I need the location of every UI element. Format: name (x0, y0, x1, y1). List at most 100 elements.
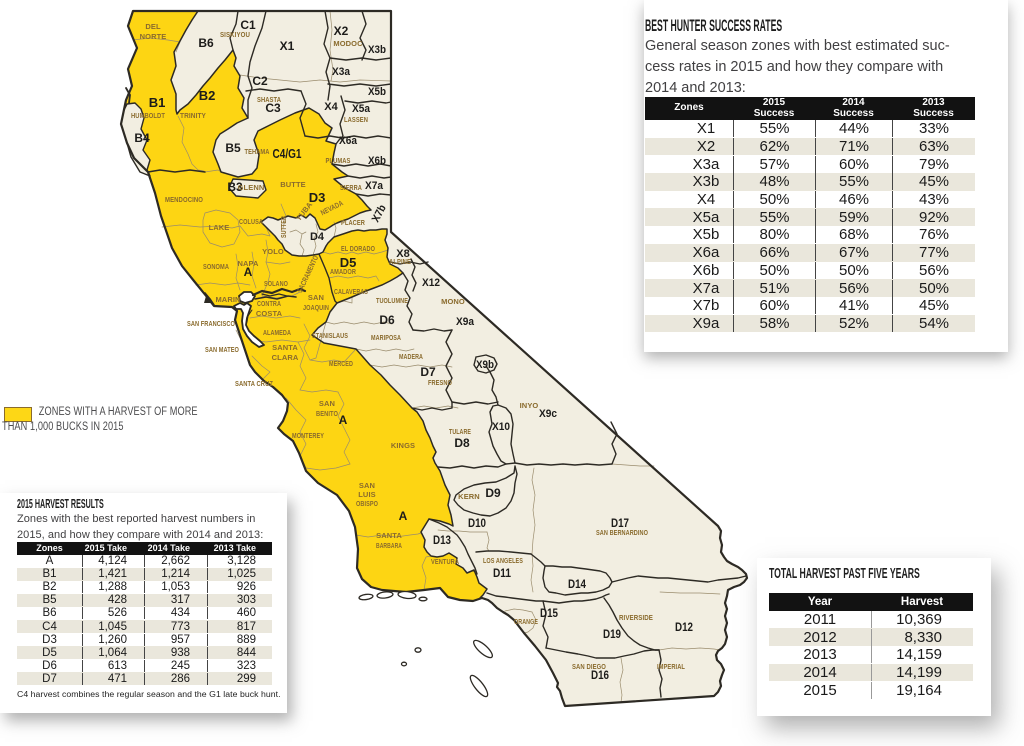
svg-text:X8: X8 (396, 248, 409, 260)
svg-text:B5: B5 (225, 141, 241, 155)
svg-text:D10: D10 (468, 516, 486, 530)
svg-text:X6a: X6a (339, 135, 358, 147)
svg-text:X1: X1 (280, 39, 295, 53)
svg-text:D15: D15 (540, 606, 558, 620)
svg-text:D17: D17 (611, 516, 629, 530)
svg-text:SUTTER: SUTTER (279, 216, 288, 238)
svg-text:X2: X2 (334, 24, 349, 38)
svg-text:EL DORADO: EL DORADO (341, 244, 375, 253)
svg-text:SAN: SAN (319, 399, 335, 408)
svg-text:DEL: DEL (145, 22, 161, 31)
svg-text:HUMBOLDT: HUMBOLDT (131, 111, 165, 120)
svg-text:D13: D13 (433, 533, 451, 547)
svg-text:B3: B3 (227, 180, 243, 194)
svg-text:PLUMAS: PLUMAS (326, 156, 351, 165)
svg-text:X12: X12 (422, 277, 440, 289)
svg-text:BARBARA: BARBARA (376, 541, 402, 550)
svg-text:IMPERIAL: IMPERIAL (657, 662, 685, 671)
svg-text:TEHAMA: TEHAMA (245, 147, 270, 156)
svg-text:MADERA: MADERA (399, 352, 423, 361)
svg-text:X4: X4 (324, 101, 338, 113)
svg-text:B6: B6 (198, 36, 214, 50)
svg-text:LASSEN: LASSEN (344, 115, 368, 124)
svg-text:D14: D14 (568, 577, 586, 591)
svg-text:X9b: X9b (476, 359, 494, 371)
svg-text:X3b: X3b (368, 44, 386, 56)
svg-text:C1: C1 (240, 18, 256, 32)
svg-text:C4/G1: C4/G1 (273, 146, 302, 161)
svg-text:MARIN: MARIN (215, 295, 240, 304)
svg-text:D4: D4 (310, 231, 325, 243)
svg-text:SIERRA: SIERRA (340, 183, 362, 192)
svg-text:SHASTA: SHASTA (257, 95, 281, 104)
svg-text:CALAVERAS: CALAVERAS (334, 287, 368, 296)
svg-text:YOLO: YOLO (262, 247, 284, 256)
svg-text:STANISLAUS: STANISLAUS (312, 331, 348, 340)
svg-text:ALPINE: ALPINE (389, 257, 411, 266)
svg-text:ALAMEDA: ALAMEDA (263, 328, 291, 337)
svg-text:D6: D6 (379, 313, 395, 327)
svg-text:SAN DIEGO: SAN DIEGO (572, 662, 606, 671)
svg-text:COSTA: COSTA (256, 309, 283, 318)
svg-text:LOS ANGELES: LOS ANGELES (483, 556, 523, 565)
svg-text:SANTA CRUZ: SANTA CRUZ (235, 379, 273, 388)
svg-text:LUIS: LUIS (358, 490, 375, 499)
svg-text:D9: D9 (485, 486, 501, 500)
svg-text:MERCED: MERCED (329, 359, 353, 368)
svg-text:D5: D5 (340, 255, 357, 270)
svg-text:VENTURA: VENTURA (431, 557, 459, 566)
svg-text:D12: D12 (675, 620, 693, 634)
svg-text:D8: D8 (454, 436, 470, 450)
svg-text:TULARE: TULARE (449, 427, 471, 436)
svg-text:ORANGE: ORANGE (514, 617, 538, 626)
svg-text:SOLANO: SOLANO (264, 279, 288, 288)
svg-text:SAN BERNARDINO: SAN BERNARDINO (596, 528, 648, 537)
svg-text:D11: D11 (493, 566, 511, 580)
svg-text:B2: B2 (199, 88, 216, 103)
svg-text:X5b: X5b (368, 86, 386, 98)
svg-text:X3a: X3a (332, 66, 351, 78)
svg-text:D3: D3 (309, 190, 326, 205)
svg-text:JOAQUIN: JOAQUIN (303, 303, 329, 312)
svg-text:CONTRA: CONTRA (257, 299, 281, 308)
svg-text:RIVERSIDE: RIVERSIDE (619, 613, 653, 622)
svg-text:GLENN: GLENN (238, 183, 265, 192)
svg-text:MODOC: MODOC (333, 39, 363, 48)
svg-text:A: A (399, 509, 408, 523)
svg-text:LAKE: LAKE (209, 223, 230, 232)
svg-text:TRINITY: TRINITY (180, 111, 206, 120)
svg-text:X5a: X5a (352, 103, 371, 115)
svg-text:SAN FRANCISCO: SAN FRANCISCO (187, 319, 235, 328)
svg-text:C2: C2 (252, 74, 268, 88)
svg-text:SONOMA: SONOMA (203, 262, 229, 271)
svg-text:SAN: SAN (359, 481, 375, 490)
svg-text:X9a: X9a (456, 316, 475, 328)
svg-text:B1: B1 (149, 95, 166, 110)
svg-text:SAN MATEO: SAN MATEO (205, 345, 239, 354)
svg-text:D16: D16 (591, 668, 609, 682)
svg-text:KERN: KERN (458, 492, 480, 501)
svg-text:AMADOR: AMADOR (330, 267, 356, 276)
svg-text:COLUSA: COLUSA (239, 217, 263, 226)
svg-text:D7: D7 (420, 365, 436, 379)
svg-text:C3: C3 (265, 101, 281, 115)
svg-text:NORTE: NORTE (140, 32, 167, 41)
svg-text:MONO: MONO (441, 297, 465, 306)
svg-text:SISKIYOU: SISKIYOU (220, 30, 250, 39)
svg-text:KINGS: KINGS (391, 441, 415, 450)
svg-text:SANTA: SANTA (376, 531, 402, 540)
svg-text:BUTTE: BUTTE (280, 180, 306, 189)
svg-text:FRESNO: FRESNO (428, 378, 452, 387)
svg-text:A: A (339, 413, 348, 427)
svg-text:MARIPOSA: MARIPOSA (371, 333, 401, 342)
svg-text:X9c: X9c (539, 408, 557, 420)
svg-text:B4: B4 (134, 131, 150, 145)
svg-text:X6b: X6b (368, 155, 386, 167)
svg-text:A: A (244, 265, 253, 279)
svg-text:SANTA: SANTA (272, 343, 298, 352)
svg-text:BENITO: BENITO (316, 409, 338, 418)
svg-text:NAPA: NAPA (237, 259, 259, 268)
svg-text:CLARA: CLARA (272, 353, 299, 362)
svg-text:MONTEREY: MONTEREY (292, 431, 324, 440)
svg-text:MENDOCINO: MENDOCINO (165, 195, 203, 204)
